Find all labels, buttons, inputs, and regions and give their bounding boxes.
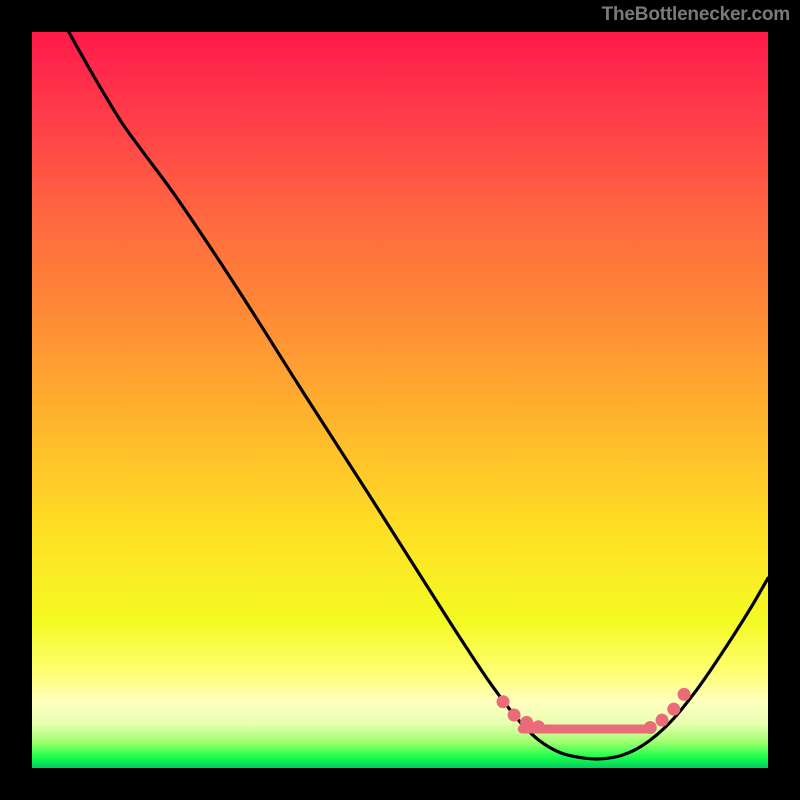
chart-canvas: TheBottlenecker.com [0,0,800,800]
bottleneck-chart-svg [0,0,800,800]
optimum-marker [497,695,510,708]
optimum-marker [508,709,521,722]
optimum-marker [667,703,680,716]
plot-background [32,32,768,768]
optimum-marker [520,716,533,729]
optimum-marker [532,720,545,733]
optimum-marker [678,688,691,701]
optimum-marker [656,714,669,727]
optimum-marker [644,721,657,734]
